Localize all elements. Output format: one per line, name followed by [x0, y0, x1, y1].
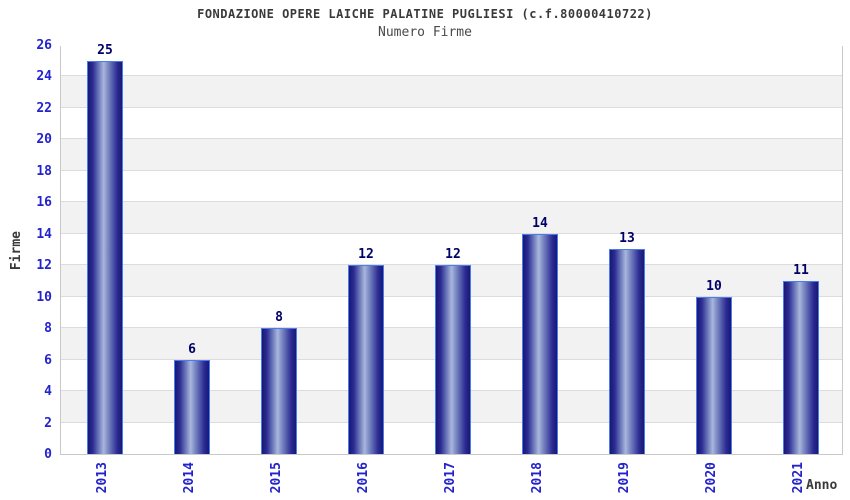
grid-band — [61, 170, 842, 203]
gridline — [61, 264, 842, 265]
gridline — [61, 138, 842, 139]
plot-area: 25 6 8 12 12 14 13 10 11 — [60, 43, 843, 455]
y-tick-label: 6 — [44, 353, 52, 368]
x-tick-label: 2013 — [95, 462, 110, 494]
bar-2015 — [261, 328, 297, 454]
x-tick-label: 2021 — [791, 462, 806, 494]
bar-2021 — [783, 281, 819, 454]
bar-value-label: 10 — [706, 279, 722, 294]
x-tick-label: 2016 — [356, 462, 371, 494]
bar-2018 — [522, 234, 558, 454]
grid-band — [61, 139, 842, 171]
y-tick-label: 22 — [36, 101, 52, 116]
bar-2017 — [435, 265, 471, 454]
gridline — [61, 201, 842, 202]
bar-value-label: 14 — [532, 216, 548, 231]
y-tick-label: 14 — [36, 227, 52, 242]
x-tick-label: 2020 — [704, 462, 719, 494]
bar-value-label: 13 — [619, 231, 635, 246]
y-tick-label: 18 — [36, 164, 52, 179]
y-tick-label: 24 — [36, 69, 52, 84]
x-tick-label: 2014 — [182, 462, 197, 494]
bar-2020 — [696, 297, 732, 454]
chart-title: FONDAZIONE OPERE LAICHE PALATINE PUGLIES… — [197, 7, 653, 21]
y-tick-label: 16 — [36, 195, 52, 210]
y-tick-label: 0 — [44, 447, 52, 462]
x-tick-label: 2018 — [530, 462, 545, 494]
bar-value-label: 8 — [275, 310, 283, 325]
grid-band — [61, 45, 842, 77]
bar-value-label: 12 — [358, 247, 374, 262]
gridline — [61, 75, 842, 76]
y-tick-label: 20 — [36, 132, 52, 147]
chart-subtitle: Numero Firme — [378, 25, 472, 40]
bar-value-label: 25 — [97, 43, 113, 58]
bar-value-label: 6 — [188, 342, 196, 357]
bar-2019 — [609, 249, 645, 454]
grid-band — [61, 202, 842, 234]
gridline — [61, 233, 842, 234]
x-tick-label: 2019 — [617, 462, 632, 494]
x-tick-label: 2015 — [269, 462, 284, 494]
grid-band — [61, 107, 842, 140]
x-tick-label: 2017 — [443, 462, 458, 494]
y-tick-label: 12 — [36, 258, 52, 273]
grid-band — [61, 233, 842, 266]
y-tick-label: 10 — [36, 290, 52, 305]
bar-value-label: 11 — [793, 263, 809, 278]
y-tick-label: 4 — [44, 384, 52, 399]
y-tick-label: 2 — [44, 416, 52, 431]
bar-2014 — [174, 360, 210, 454]
gridline — [61, 170, 842, 171]
y-tick-label: 26 — [36, 38, 52, 53]
bar-value-label: 12 — [445, 247, 461, 262]
gridline — [61, 107, 842, 108]
bar-2013 — [87, 61, 123, 454]
x-axis-label: Anno — [806, 478, 838, 493]
grid-band — [61, 76, 842, 108]
y-tick-label: 8 — [44, 321, 52, 336]
bar-2016 — [348, 265, 384, 454]
